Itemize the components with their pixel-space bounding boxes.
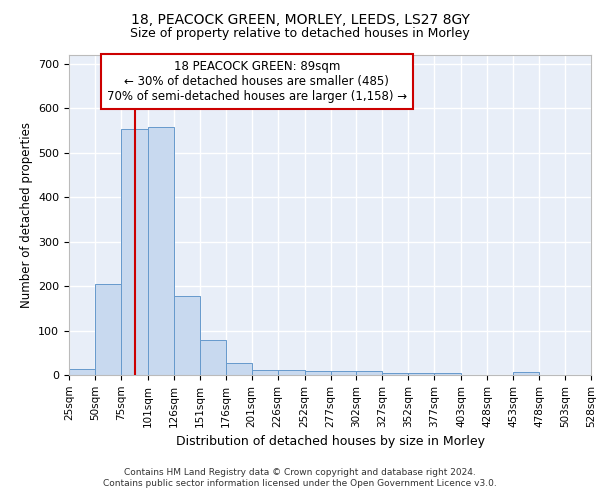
Text: Size of property relative to detached houses in Morley: Size of property relative to detached ho… bbox=[130, 28, 470, 40]
Text: 18 PEACOCK GREEN: 89sqm
← 30% of detached houses are smaller (485)
70% of semi-d: 18 PEACOCK GREEN: 89sqm ← 30% of detache… bbox=[107, 60, 407, 103]
Bar bbox=[305, 371, 331, 375]
Bar bbox=[356, 370, 382, 375]
Bar bbox=[434, 373, 461, 375]
Bar bbox=[95, 284, 121, 375]
Bar bbox=[251, 370, 278, 375]
Bar bbox=[331, 372, 356, 375]
Bar bbox=[226, 362, 251, 375]
Bar bbox=[69, 369, 95, 375]
Bar bbox=[121, 129, 148, 375]
Bar bbox=[382, 373, 409, 375]
Text: 18, PEACOCK GREEN, MORLEY, LEEDS, LS27 8GY: 18, PEACOCK GREEN, MORLEY, LEEDS, LS27 8… bbox=[131, 12, 469, 26]
X-axis label: Distribution of detached houses by size in Morley: Distribution of detached houses by size … bbox=[176, 435, 485, 448]
Bar bbox=[148, 128, 174, 375]
Bar bbox=[174, 296, 200, 375]
Bar bbox=[409, 373, 434, 375]
Bar bbox=[513, 372, 539, 375]
Bar bbox=[200, 340, 226, 375]
Bar bbox=[278, 370, 305, 375]
Text: Contains HM Land Registry data © Crown copyright and database right 2024.
Contai: Contains HM Land Registry data © Crown c… bbox=[103, 468, 497, 487]
Y-axis label: Number of detached properties: Number of detached properties bbox=[20, 122, 32, 308]
